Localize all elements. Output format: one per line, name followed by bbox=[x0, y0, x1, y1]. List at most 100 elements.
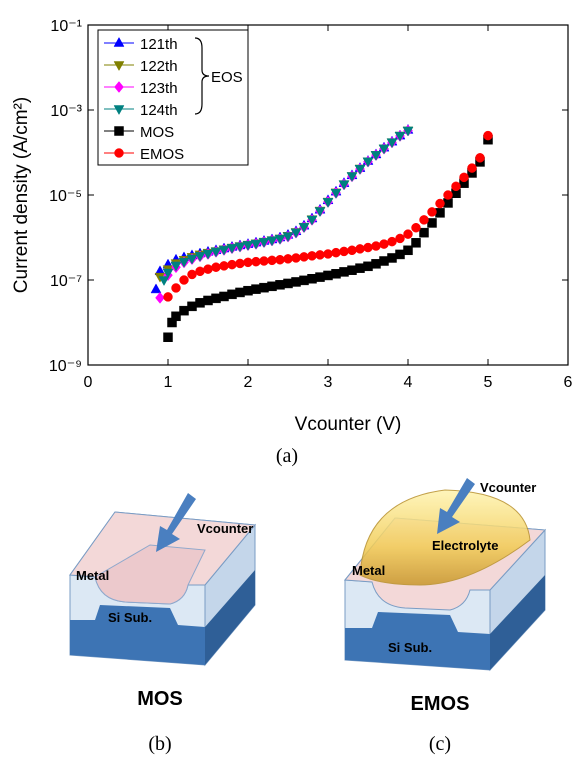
marker bbox=[380, 256, 389, 265]
label: Vcounter bbox=[197, 521, 253, 536]
marker bbox=[156, 292, 165, 303]
label: Electrolyte bbox=[432, 538, 498, 553]
marker bbox=[436, 199, 445, 208]
marker bbox=[244, 286, 253, 295]
marker bbox=[316, 250, 325, 259]
marker bbox=[276, 280, 285, 289]
caption: (c) bbox=[429, 733, 451, 755]
marker bbox=[332, 248, 341, 257]
marker bbox=[212, 263, 221, 272]
marker bbox=[300, 252, 309, 261]
marker bbox=[436, 208, 445, 217]
legend-label: 124th bbox=[140, 102, 178, 119]
marker bbox=[388, 237, 397, 246]
marker bbox=[324, 249, 333, 258]
legend-label: 122th bbox=[140, 58, 178, 75]
x-tick-label: 6 bbox=[564, 374, 573, 391]
label: Metal bbox=[76, 568, 109, 583]
marker bbox=[115, 127, 124, 136]
label: Metal bbox=[352, 563, 385, 578]
marker bbox=[164, 292, 173, 301]
marker bbox=[228, 290, 237, 299]
marker bbox=[420, 215, 429, 224]
y-tick-label: 10⁻⁵ bbox=[49, 188, 82, 205]
marker bbox=[428, 207, 437, 216]
y-axis-label: Current density (A/cm²) bbox=[11, 97, 32, 293]
y-tick-label: 10⁻⁹ bbox=[49, 358, 82, 375]
marker bbox=[404, 230, 413, 239]
marker bbox=[292, 277, 301, 286]
marker bbox=[228, 260, 237, 269]
marker bbox=[188, 270, 197, 279]
marker bbox=[284, 279, 293, 288]
marker bbox=[180, 276, 189, 285]
marker bbox=[236, 288, 245, 297]
marker bbox=[444, 198, 453, 207]
mos-diagram: Vcounter Metal Si Sub. MOS (b) bbox=[70, 493, 255, 755]
marker bbox=[252, 285, 261, 294]
marker bbox=[420, 228, 429, 237]
legend-group-label: EOS bbox=[211, 69, 243, 86]
marker bbox=[188, 302, 197, 311]
marker bbox=[340, 247, 349, 256]
marker bbox=[172, 283, 181, 292]
marker bbox=[220, 292, 229, 301]
marker bbox=[428, 218, 437, 227]
marker bbox=[180, 306, 189, 315]
x-tick-label: 0 bbox=[84, 374, 93, 391]
marker bbox=[452, 182, 461, 191]
marker bbox=[196, 298, 205, 307]
marker bbox=[204, 296, 213, 305]
marker bbox=[364, 243, 373, 252]
legend-label: EMOS bbox=[140, 146, 184, 163]
marker bbox=[356, 244, 365, 253]
marker bbox=[412, 238, 421, 247]
marker bbox=[388, 253, 397, 262]
label: Si Sub. bbox=[108, 610, 152, 625]
caption: (a) bbox=[276, 445, 298, 467]
marker bbox=[292, 253, 301, 262]
figure: 10⁻¹10⁻³10⁻⁵10⁻⁷10⁻⁹0123456Vcounter (V)C… bbox=[0, 0, 574, 760]
x-tick-label: 5 bbox=[484, 374, 493, 391]
marker bbox=[260, 256, 269, 265]
marker bbox=[372, 242, 381, 251]
marker bbox=[164, 333, 173, 342]
marker bbox=[396, 250, 405, 259]
marker bbox=[476, 153, 485, 162]
marker bbox=[276, 255, 285, 264]
marker bbox=[324, 271, 333, 280]
y-tick-label: 10⁻⁷ bbox=[50, 273, 82, 290]
label: Si Sub. bbox=[388, 640, 432, 655]
marker bbox=[196, 267, 205, 276]
y-tick-label: 10⁻³ bbox=[50, 103, 82, 120]
marker bbox=[151, 284, 161, 293]
legend-label: MOS bbox=[140, 124, 174, 141]
marker bbox=[220, 261, 229, 270]
marker bbox=[380, 240, 389, 249]
marker bbox=[356, 264, 365, 273]
marker bbox=[308, 251, 317, 260]
marker bbox=[308, 274, 317, 283]
marker bbox=[316, 273, 325, 282]
marker bbox=[268, 256, 277, 265]
marker bbox=[260, 283, 269, 292]
marker bbox=[236, 259, 245, 268]
marker bbox=[460, 173, 469, 182]
marker bbox=[252, 257, 261, 266]
marker bbox=[364, 262, 373, 271]
marker bbox=[484, 131, 493, 140]
marker bbox=[444, 191, 453, 200]
series bbox=[164, 135, 493, 342]
x-tick-label: 4 bbox=[404, 374, 413, 391]
marker bbox=[284, 254, 293, 263]
marker bbox=[244, 258, 253, 267]
panel-title: EMOS bbox=[411, 693, 470, 715]
marker bbox=[268, 282, 277, 291]
marker bbox=[348, 266, 357, 275]
panel-title: MOS bbox=[137, 688, 183, 710]
label: Vcounter bbox=[480, 480, 536, 495]
page: 10⁻¹10⁻³10⁻⁵10⁻⁷10⁻⁹0123456Vcounter (V)C… bbox=[0, 0, 574, 760]
marker bbox=[115, 149, 124, 158]
